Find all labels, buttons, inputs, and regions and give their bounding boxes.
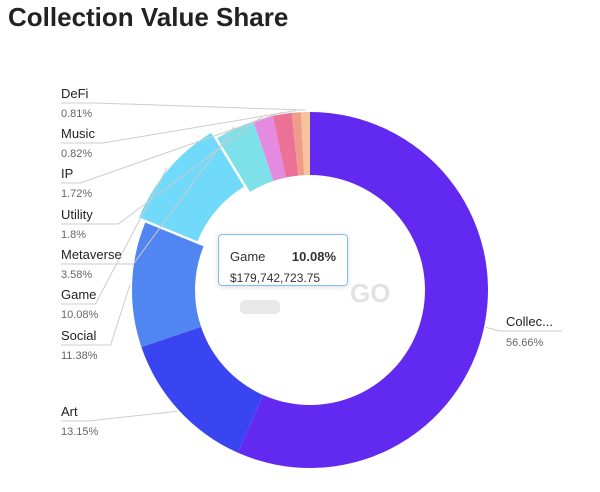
tooltip-value: $179,742,723.75 bbox=[230, 271, 321, 285]
tooltip-percent: 10.08% bbox=[291, 249, 336, 264]
label-percent: 56.66% bbox=[506, 337, 544, 349]
slice-social[interactable] bbox=[132, 222, 204, 348]
label-line bbox=[61, 167, 168, 305]
slice-ip[interactable] bbox=[272, 112, 299, 178]
label-percent: 0.82% bbox=[61, 148, 92, 160]
slice-art[interactable] bbox=[141, 326, 264, 453]
slice-defi[interactable] bbox=[300, 112, 310, 176]
label-line bbox=[61, 284, 131, 346]
label-line bbox=[61, 102, 306, 111]
slice-utility[interactable] bbox=[253, 115, 286, 181]
slice-game[interactable] bbox=[139, 132, 244, 242]
label-percent: 13.15% bbox=[61, 426, 99, 438]
label-line bbox=[61, 110, 297, 144]
label-percent: 0.81% bbox=[61, 108, 92, 120]
tooltip: Game 10.08% $179,742,723.75 bbox=[218, 234, 348, 286]
label-percent: 11.38% bbox=[61, 350, 98, 362]
label-percent: 1.8% bbox=[61, 229, 86, 241]
label-name: Game bbox=[61, 287, 96, 302]
label-name: Collec... bbox=[506, 314, 553, 329]
label-percent: 3.58% bbox=[61, 269, 92, 281]
label-line bbox=[61, 115, 263, 225]
label-name: Art bbox=[61, 404, 78, 419]
label-name: Music bbox=[61, 126, 95, 141]
label-line bbox=[61, 410, 178, 422]
slice-collec[interactable] bbox=[237, 112, 488, 469]
tooltip-name: Game bbox=[230, 249, 266, 264]
label-line bbox=[61, 126, 235, 265]
label-name: IP bbox=[61, 166, 73, 181]
label-line bbox=[485, 326, 562, 332]
watermark-logo bbox=[240, 300, 280, 314]
chart-title: Collection Value Share bbox=[8, 2, 289, 32]
label-percent: 10.08% bbox=[61, 309, 99, 321]
watermark: GO bbox=[350, 278, 390, 308]
label-name: Social bbox=[61, 328, 97, 343]
label-name: Metaverse bbox=[61, 247, 122, 262]
label-name: DeFi bbox=[61, 86, 89, 101]
label-line bbox=[61, 111, 283, 184]
slice-metaverse[interactable] bbox=[217, 121, 274, 192]
slice-music[interactable] bbox=[291, 112, 305, 176]
label-name: Utility bbox=[61, 207, 93, 222]
label-percent: 1.72% bbox=[61, 188, 92, 200]
